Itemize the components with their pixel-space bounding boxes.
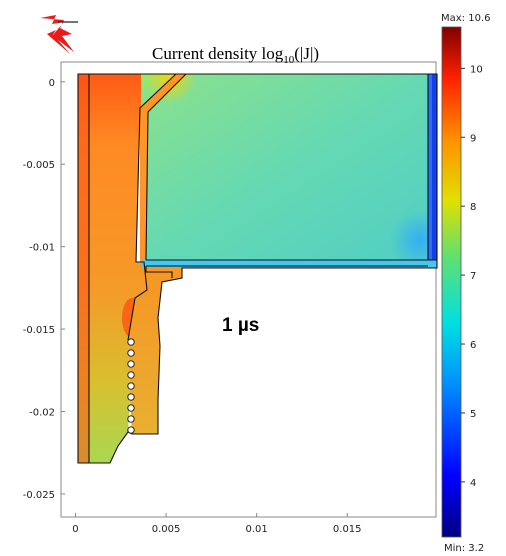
time-annotation: 1 µs	[222, 315, 259, 336]
notch-scallops	[127, 338, 135, 434]
chart-title: Current density log10(|J|)	[152, 44, 319, 66]
colorbar-min-label: Min: 3.2	[444, 543, 484, 554]
colorbar-tick-label: 8	[470, 202, 476, 213]
lightning-icon	[40, 15, 74, 54]
colorbar-tick-label: 10	[470, 64, 483, 75]
colorbar-tick-label: 9	[470, 133, 476, 144]
right-strip-region	[428, 74, 437, 260]
y-tick-label: -0.005	[23, 160, 55, 171]
plot-frame	[60, 61, 437, 518]
colorbar-tick-label: 4	[470, 478, 476, 489]
y-tick-label: -0.01	[29, 243, 55, 254]
x-tick-label: 0.005	[152, 524, 181, 535]
chart-title-subscript: 10	[283, 54, 295, 66]
colorbar-tick-label: 5	[470, 409, 476, 420]
colorbar-tick-label: 6	[470, 340, 476, 351]
y-tick-label: -0.02	[29, 407, 55, 418]
colorbar	[441, 26, 462, 538]
gap-hotspot	[141, 74, 428, 260]
inner-conductor-outline	[127, 73, 177, 341]
outer-conductor-region	[78, 74, 176, 463]
bottom-strip-region	[141, 260, 437, 268]
outer-conductor-hot-edge	[78, 74, 89, 463]
outer-boundary-outline	[77, 73, 438, 464]
x-tick-label: 0.015	[333, 524, 362, 535]
simulation-geometry	[77, 73, 438, 464]
right-strip-inner	[428, 74, 432, 260]
x-tick-label: 0.01	[246, 524, 268, 535]
colorbar-max-label: Max: 10.6	[441, 13, 491, 24]
x-axis-ticks: 0 0.005 0.01 0.015	[72, 513, 362, 535]
y-tick-label: -0.025	[23, 490, 55, 501]
y-tick-label: 0	[49, 78, 55, 89]
inner-conductor-outline-2	[145, 73, 187, 261]
y-tick-label: -0.015	[23, 325, 55, 336]
y-axis-ticks: 0 -0.005 -0.01 -0.015 -0.02 -0.025	[23, 78, 65, 501]
colorbar-ticks: 10 9 8 7 6 5 4	[461, 64, 483, 489]
inner-step-outline	[145, 266, 173, 278]
inner-conductor-diagonal	[140, 74, 186, 262]
x-tick-label: 0	[72, 524, 78, 535]
chart-title-suffix: (|J|)	[294, 44, 319, 63]
colorbar-tick-label: 7	[470, 271, 476, 282]
